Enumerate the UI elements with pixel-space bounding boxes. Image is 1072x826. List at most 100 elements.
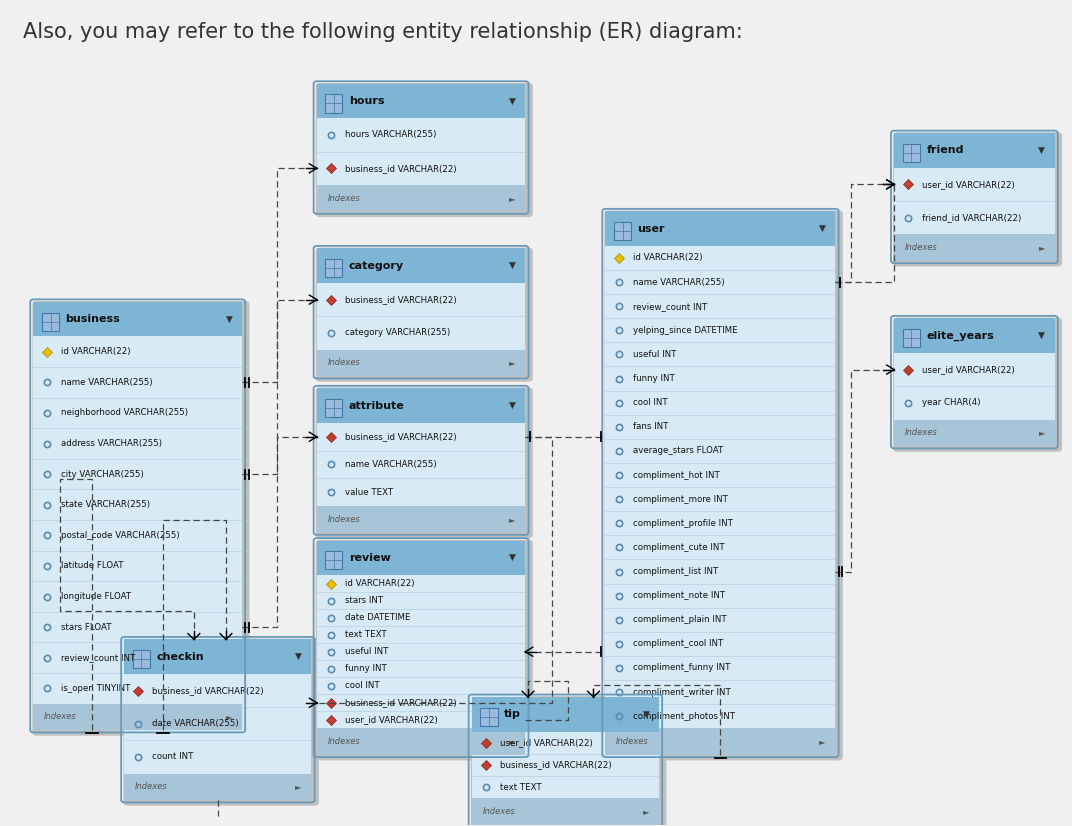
Bar <box>317 506 525 533</box>
FancyBboxPatch shape <box>894 133 1055 261</box>
FancyBboxPatch shape <box>317 388 525 533</box>
FancyBboxPatch shape <box>605 211 843 761</box>
FancyBboxPatch shape <box>893 317 1062 452</box>
Text: id VARCHAR(22): id VARCHAR(22) <box>61 347 131 356</box>
Bar <box>33 301 242 336</box>
FancyBboxPatch shape <box>472 697 659 824</box>
Text: Indexes: Indexes <box>44 712 77 721</box>
FancyBboxPatch shape <box>893 132 1062 267</box>
Text: checkin: checkin <box>157 652 204 662</box>
Bar <box>606 632 835 656</box>
Text: value TEXT: value TEXT <box>344 487 392 496</box>
Bar <box>606 270 835 294</box>
Text: user_id VARCHAR(22): user_id VARCHAR(22) <box>922 365 1015 374</box>
FancyBboxPatch shape <box>471 696 667 826</box>
Bar <box>317 729 525 755</box>
FancyBboxPatch shape <box>124 639 312 800</box>
Text: address VARCHAR(255): address VARCHAR(255) <box>61 439 162 448</box>
Bar <box>317 643 525 660</box>
Text: attribute: attribute <box>348 401 404 411</box>
FancyBboxPatch shape <box>123 638 319 805</box>
Text: elite_years: elite_years <box>926 330 994 341</box>
Text: ▼: ▼ <box>509 401 516 410</box>
Bar <box>33 490 242 520</box>
Bar <box>326 94 342 112</box>
Text: compliment_more INT: compliment_more INT <box>634 495 728 504</box>
Bar <box>124 639 312 674</box>
Bar <box>317 711 525 729</box>
Text: text TEXT: text TEXT <box>500 783 541 791</box>
Text: cool INT: cool INT <box>344 681 379 691</box>
Text: ▼: ▼ <box>1039 146 1045 155</box>
Text: Indexes: Indexes <box>328 737 360 746</box>
Text: review_count INT: review_count INT <box>634 301 708 311</box>
Text: ►: ► <box>819 737 825 746</box>
Text: date VARCHAR(255): date VARCHAR(255) <box>152 719 239 729</box>
Text: ▼: ▼ <box>643 710 650 719</box>
FancyBboxPatch shape <box>317 83 525 211</box>
Text: friend: friend <box>926 145 964 155</box>
Text: ►: ► <box>296 782 302 791</box>
Bar <box>317 349 525 376</box>
Text: user_id VARCHAR(22): user_id VARCHAR(22) <box>344 715 437 724</box>
Bar <box>317 592 525 610</box>
Text: is_open TINYINT: is_open TINYINT <box>61 684 131 693</box>
Text: Indexes: Indexes <box>482 807 516 816</box>
FancyBboxPatch shape <box>33 301 242 730</box>
Text: ▼: ▼ <box>509 261 516 270</box>
Bar <box>317 626 525 643</box>
FancyBboxPatch shape <box>317 540 525 755</box>
Bar <box>606 367 835 391</box>
Text: ►: ► <box>509 515 516 524</box>
Bar <box>472 754 659 776</box>
Text: compliment_photos INT: compliment_photos INT <box>634 712 735 721</box>
Text: business_id VARCHAR(22): business_id VARCHAR(22) <box>344 164 457 173</box>
Bar <box>606 439 835 463</box>
Bar <box>326 399 342 417</box>
FancyBboxPatch shape <box>606 211 835 755</box>
FancyBboxPatch shape <box>316 83 533 217</box>
Bar <box>606 294 835 318</box>
Text: state VARCHAR(255): state VARCHAR(255) <box>61 501 150 509</box>
Bar <box>903 329 920 347</box>
Bar <box>472 776 659 798</box>
Bar <box>317 118 525 152</box>
Text: cool INT: cool INT <box>634 398 668 407</box>
Bar <box>894 387 1055 420</box>
Bar <box>33 551 242 582</box>
Bar <box>317 575 525 592</box>
Bar <box>894 168 1055 201</box>
Text: fans INT: fans INT <box>634 422 669 431</box>
Text: ▼: ▼ <box>509 97 516 106</box>
Bar <box>606 211 835 246</box>
Bar <box>317 83 525 118</box>
Bar <box>33 367 242 397</box>
Text: business_id VARCHAR(22): business_id VARCHAR(22) <box>344 432 457 441</box>
Bar <box>124 740 312 774</box>
Bar <box>606 656 835 680</box>
Text: user_id VARCHAR(22): user_id VARCHAR(22) <box>500 738 593 748</box>
Bar <box>894 318 1055 353</box>
Text: name VARCHAR(255): name VARCHAR(255) <box>634 278 725 287</box>
Bar <box>42 312 59 330</box>
Text: Also, you may refer to the following entity relationship (ER) diagram:: Also, you may refer to the following ent… <box>23 22 743 42</box>
Text: compliment_note INT: compliment_note INT <box>634 591 726 601</box>
Text: name VARCHAR(255): name VARCHAR(255) <box>344 460 436 469</box>
Bar <box>606 705 835 729</box>
Text: neighborhood VARCHAR(255): neighborhood VARCHAR(255) <box>61 408 189 417</box>
Bar <box>317 677 525 695</box>
Bar <box>606 584 835 608</box>
Bar <box>606 535 835 559</box>
Text: category VARCHAR(255): category VARCHAR(255) <box>344 329 450 338</box>
Bar <box>614 222 631 240</box>
Bar <box>894 420 1055 446</box>
Bar <box>317 610 525 626</box>
Bar <box>133 650 150 668</box>
Text: business_id VARCHAR(22): business_id VARCHAR(22) <box>344 295 457 304</box>
Text: compliment_list INT: compliment_list INT <box>634 567 718 576</box>
Text: ►: ► <box>643 807 650 816</box>
Text: compliment_profile INT: compliment_profile INT <box>634 519 733 528</box>
Bar <box>317 283 525 316</box>
Text: name VARCHAR(255): name VARCHAR(255) <box>61 377 153 387</box>
Bar <box>33 458 242 490</box>
